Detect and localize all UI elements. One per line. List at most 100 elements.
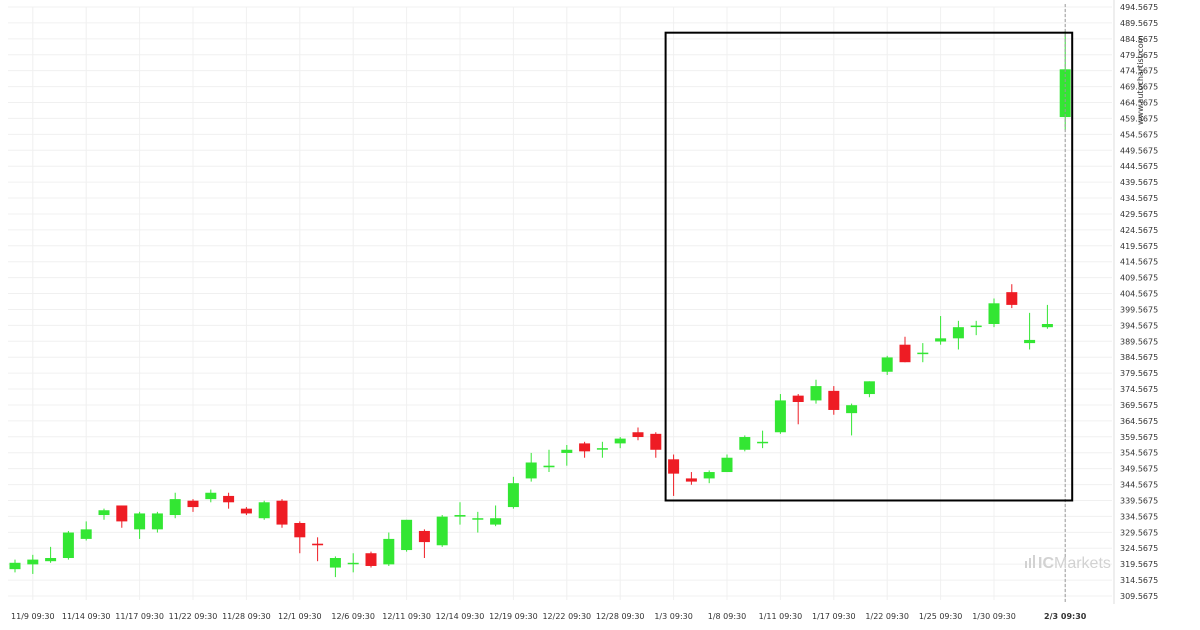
candle — [329, 556, 341, 578]
candle-body — [1006, 292, 1018, 305]
candle — [792, 394, 804, 425]
y-tick-label: 314.5675 — [1120, 576, 1158, 585]
candle-body — [507, 483, 519, 508]
candle — [490, 505, 502, 527]
candle — [774, 394, 786, 434]
candle — [347, 553, 359, 573]
candle — [223, 492, 235, 509]
candle — [62, 530, 74, 560]
y-tick-label: 489.5675 — [1120, 19, 1158, 28]
candle — [98, 508, 110, 520]
candle — [988, 298, 1000, 328]
candle — [205, 489, 217, 503]
y-tick-label: 329.5675 — [1120, 528, 1158, 537]
candles — [9, 31, 1071, 578]
candle — [365, 551, 377, 568]
candle — [1024, 312, 1036, 350]
x-tick-label: 12/11 09:30 — [382, 612, 431, 621]
candle — [1006, 284, 1018, 309]
candle — [579, 441, 591, 458]
candle-body — [1041, 324, 1053, 328]
pattern-overlay — [664, 4, 1074, 604]
candle — [401, 519, 413, 552]
x-tick-label: 1/11 09:30 — [759, 612, 803, 621]
candle — [917, 343, 929, 363]
y-tick-label: 334.5675 — [1120, 512, 1158, 521]
x-tick-label: 1/22 09:30 — [865, 612, 909, 621]
candle — [383, 532, 395, 566]
brand-prefix: IC — [1038, 555, 1054, 572]
y-tick-label: 404.5675 — [1120, 290, 1158, 299]
y-tick-label: 414.5675 — [1120, 258, 1158, 267]
brand-logo: ICMarkets — [1025, 555, 1111, 572]
candle — [543, 449, 555, 473]
candle-body — [525, 462, 537, 479]
candle — [739, 435, 751, 452]
candle — [507, 476, 519, 509]
candle — [525, 452, 537, 482]
candle-body — [739, 437, 751, 450]
watermark: www.autochartist.com ICMarkets — [1025, 35, 1145, 572]
candle-body — [596, 448, 608, 450]
y-tick-label: 389.5675 — [1120, 337, 1158, 346]
candle-body — [365, 553, 377, 566]
candle — [952, 320, 964, 350]
candle — [258, 500, 270, 520]
candle-body — [45, 558, 57, 562]
y-tick-label: 449.5675 — [1120, 146, 1158, 155]
y-tick-label: 409.5675 — [1120, 274, 1158, 283]
x-tick-label: 12/1 09:30 — [278, 612, 322, 621]
candle — [454, 502, 466, 525]
candle — [561, 444, 573, 466]
x-tick-label: 1/25 09:30 — [919, 612, 963, 621]
pattern-highlight-box — [664, 31, 1074, 502]
y-tick-label: 349.5675 — [1120, 465, 1158, 474]
candle — [151, 511, 163, 533]
candle-body — [169, 499, 181, 516]
candle-body — [436, 516, 448, 546]
x-tick-label: 12/14 09:30 — [436, 612, 485, 621]
candle-body — [1024, 339, 1036, 344]
candle — [650, 432, 662, 458]
candle — [312, 537, 324, 562]
candle-body — [810, 386, 822, 401]
x-tick-label: 11/28 09:30 — [222, 612, 271, 621]
x-tick-label: 11/9 09:30 — [11, 612, 55, 621]
candle — [1041, 304, 1053, 329]
candle-body — [543, 465, 555, 468]
candle-body — [935, 338, 947, 342]
x-tick-label: 12/22 09:30 — [542, 612, 591, 621]
y-tick-label: 364.5675 — [1120, 417, 1158, 426]
y-axis: 494.5675 489.5675 484.5675 479.5675 474.5675… — [1113, 0, 1158, 604]
x-tick-label: 12/19 09:30 — [489, 612, 538, 621]
x-tick-label: 1/8 09:30 — [708, 612, 746, 621]
y-tick-label: 309.5675 — [1120, 592, 1158, 601]
candle — [472, 511, 484, 533]
candle — [418, 529, 430, 559]
x-tick-label: 12/28 09:30 — [596, 612, 645, 621]
candle-body — [917, 352, 929, 355]
candle-body — [98, 510, 110, 516]
y-tick-label: 394.5675 — [1120, 321, 1158, 330]
y-tick-label: 384.5675 — [1120, 353, 1158, 362]
candle-body — [312, 543, 324, 546]
candle-body — [863, 381, 875, 395]
x-tick-label: 11/22 09:30 — [169, 612, 218, 621]
candle — [27, 554, 39, 574]
candle — [45, 546, 57, 563]
y-tick-label: 469.5675 — [1120, 83, 1158, 92]
candle-body — [258, 502, 270, 519]
candle — [9, 559, 21, 573]
candle-body — [418, 530, 430, 543]
y-tick-label: 374.5675 — [1120, 385, 1158, 394]
y-tick-label: 324.5675 — [1120, 544, 1158, 553]
candle-body — [774, 400, 786, 433]
candle-body — [561, 449, 573, 453]
candle — [721, 454, 733, 473]
y-tick-label: 444.5675 — [1120, 162, 1158, 171]
candle-body — [294, 522, 306, 538]
candle — [632, 427, 644, 441]
candle — [828, 386, 840, 415]
candle — [134, 511, 146, 539]
candle — [169, 492, 181, 519]
